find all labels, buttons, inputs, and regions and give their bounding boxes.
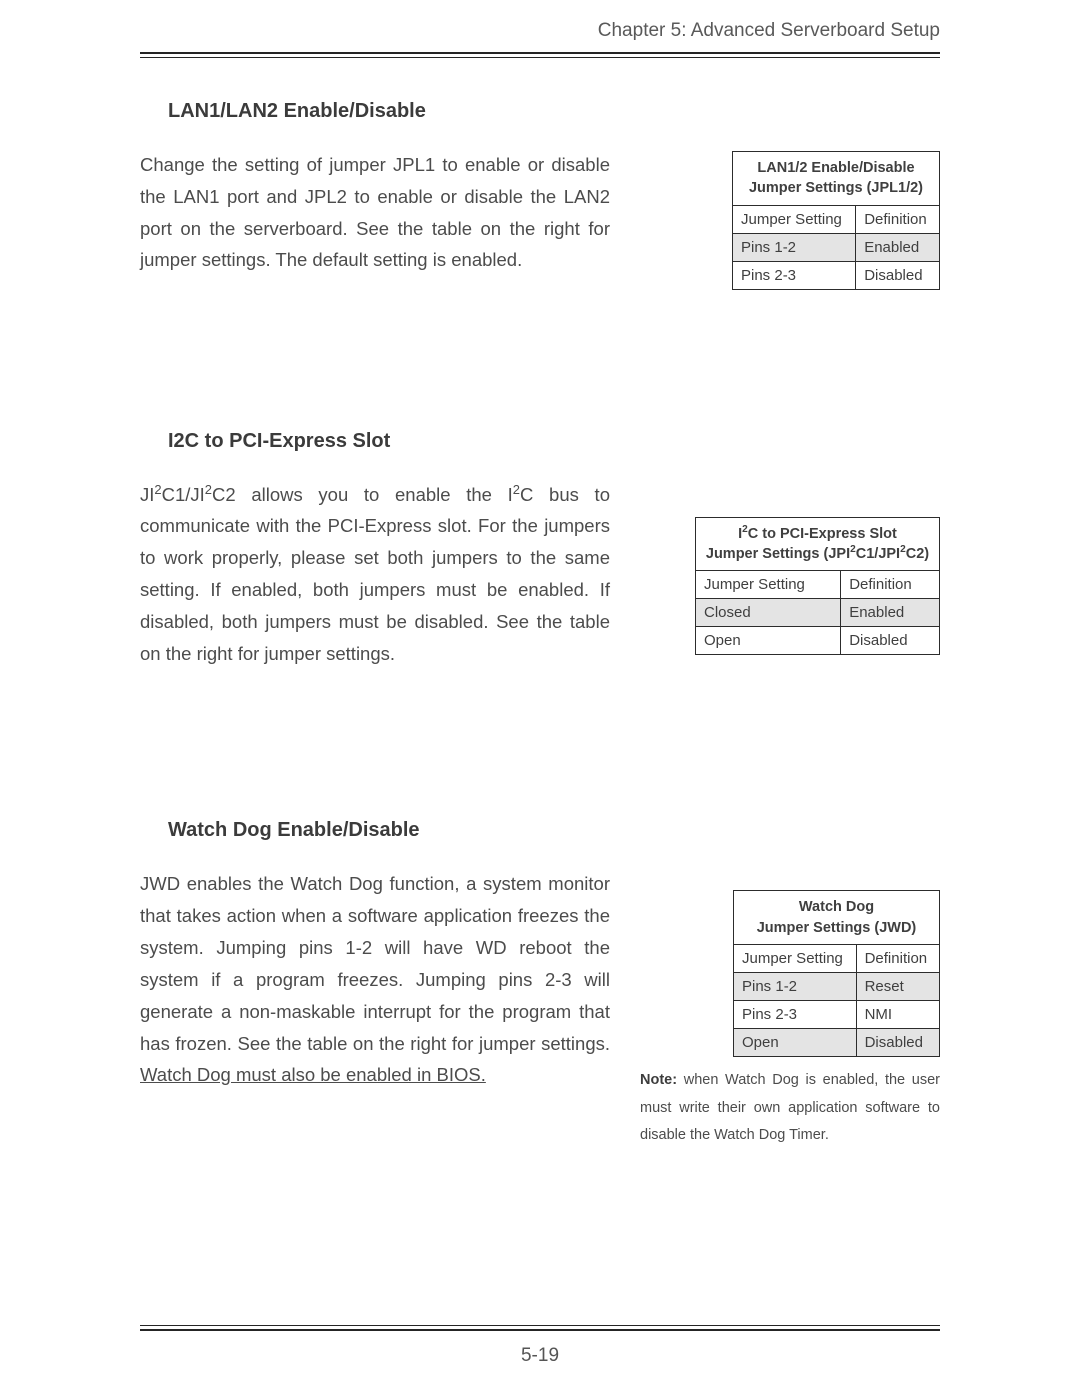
table-row: Open Disabled — [696, 627, 940, 655]
footer-rule-thick — [140, 1329, 940, 1331]
section-wd-right: Watch Dog Jumper Settings (JWD) Jumper S… — [640, 868, 940, 1149]
table-row: Pins 1-2 Enabled — [733, 233, 940, 261]
table-row: Closed Enabled — [696, 599, 940, 627]
header-rule-thick — [140, 52, 940, 54]
table-row: Pins 2-3 Disabled — [733, 261, 940, 289]
cell: Closed — [696, 599, 841, 627]
section-lan-table-wrap: LAN1/2 Enable/Disable Jumper Settings (J… — [640, 149, 940, 290]
wd-note: Note: when Watch Dog is enabled, the use… — [640, 1067, 940, 1150]
cell: Disabled — [856, 261, 940, 289]
cell: Pins 1-2 — [734, 973, 857, 1001]
header-rule-thin — [140, 57, 940, 58]
wd-body-underline: Watch Dog must also be enabled in BIOS. — [140, 1064, 486, 1085]
page-number: 5-19 — [140, 1345, 940, 1367]
section-i2c-table-wrap: I2C to PCI-Express SlotJumper Settings (… — [640, 479, 940, 656]
section-lan-heading: LAN1/LAN2 Enable/Disable — [168, 100, 940, 123]
chapter-header: Chapter 5: Advanced Serverboard Setup — [140, 20, 940, 52]
cell: Disabled — [841, 627, 940, 655]
i2c-col2: Definition — [841, 571, 940, 599]
lan-col2: Definition — [856, 205, 940, 233]
cell: Open — [696, 627, 841, 655]
lan-table-title2: Jumper Settings (JPL1/2) — [749, 180, 923, 196]
wd-note-bold: Note: — [640, 1072, 677, 1088]
section-i2c-body: JI2C1/JI2C2 allows you to enable the I2C… — [140, 479, 610, 670]
lan-table: LAN1/2 Enable/Disable Jumper Settings (J… — [732, 151, 940, 290]
cell: Reset — [856, 973, 939, 1001]
table-row: Open Disabled — [734, 1029, 940, 1057]
i2c-col1: Jumper Setting — [696, 571, 841, 599]
section-i2c-heading: I2C to PCI-Express Slot — [168, 430, 940, 453]
section-wd-body: JWD enables the Watch Dog function, a sy… — [140, 868, 610, 1091]
cell: Pins 1-2 — [733, 233, 856, 261]
footer-rule-thin — [140, 1325, 940, 1326]
footer: 5-19 — [140, 1325, 940, 1367]
cell: Open — [734, 1029, 857, 1057]
lan-table-title1: LAN1/2 Enable/Disable — [757, 160, 914, 176]
i2c-table: I2C to PCI-Express SlotJumper Settings (… — [695, 517, 940, 656]
section-wd-heading: Watch Dog Enable/Disable — [168, 819, 940, 842]
wd-table-title2: Jumper Settings (JWD) — [757, 920, 917, 936]
cell: Disabled — [856, 1029, 939, 1057]
cell: Enabled — [841, 599, 940, 627]
wd-note-rest: when Watch Dog is enabled, the user must… — [640, 1072, 940, 1143]
wd-col1: Jumper Setting — [734, 945, 857, 973]
wd-col2: Definition — [856, 945, 939, 973]
table-row: Pins 2-3 NMI — [734, 1001, 940, 1029]
cell: Enabled — [856, 233, 940, 261]
cell: Pins 2-3 — [733, 261, 856, 289]
i2c-table-title: I2C to PCI-Express SlotJumper Settings (… — [706, 526, 929, 562]
table-row: Pins 1-2 Reset — [734, 973, 940, 1001]
section-lan-body: Change the setting of jumper JPL1 to ena… — [140, 149, 610, 276]
wd-body-main: JWD enables the Watch Dog function, a sy… — [140, 873, 610, 1053]
wd-table-title1: Watch Dog — [799, 899, 874, 915]
section-wd: Watch Dog Enable/Disable JWD enables the… — [140, 819, 940, 1149]
cell: NMI — [856, 1001, 939, 1029]
lan-col1: Jumper Setting — [733, 205, 856, 233]
section-i2c: I2C to PCI-Express Slot JI2C1/JI2C2 allo… — [140, 430, 940, 670]
wd-table: Watch Dog Jumper Settings (JWD) Jumper S… — [733, 890, 940, 1057]
cell: Pins 2-3 — [734, 1001, 857, 1029]
section-lan: LAN1/LAN2 Enable/Disable Change the sett… — [140, 100, 940, 290]
